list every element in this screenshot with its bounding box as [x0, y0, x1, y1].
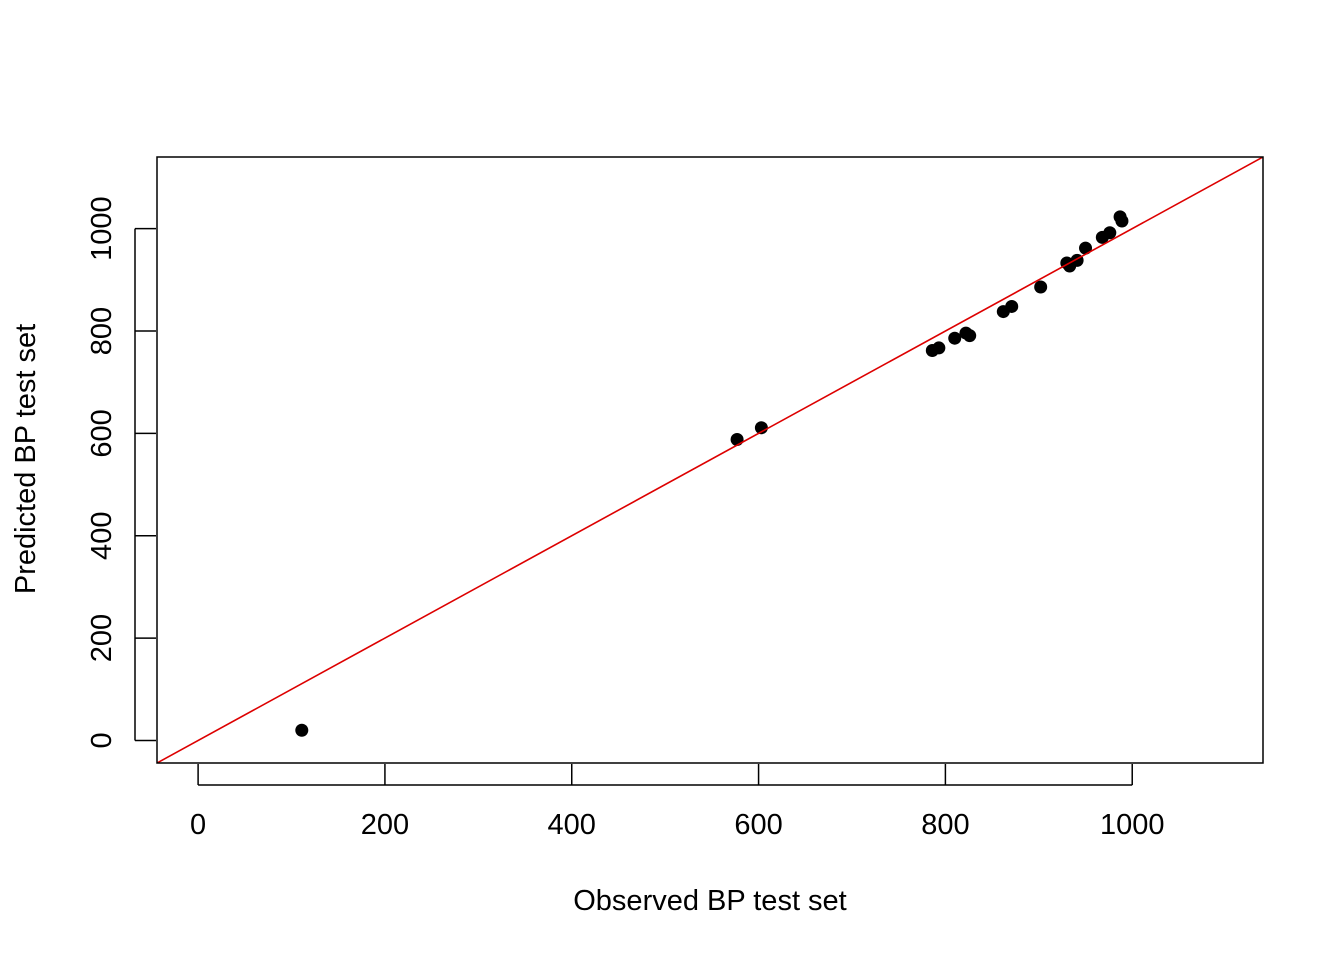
data-point-19 [1115, 214, 1129, 228]
data-point-1 [295, 723, 309, 737]
data-points [295, 210, 1129, 737]
data-point-15 [1079, 241, 1093, 255]
data-point-3 [754, 421, 768, 435]
y-tick-label-0: 0 [86, 732, 118, 748]
x-axis-title: Observed BP test set [573, 885, 847, 917]
reference-line [157, 157, 1263, 763]
x-tick-label-1000: 1000 [1100, 809, 1165, 841]
data-point-17 [1103, 226, 1117, 240]
y-tick-label-1000: 1000 [86, 196, 118, 261]
x-tick-label-400: 400 [548, 809, 596, 841]
data-point-2 [730, 433, 744, 447]
y-tick-label-800: 800 [86, 307, 118, 355]
y-tick-label-200: 200 [86, 614, 118, 662]
x-tick-label-600: 600 [734, 809, 782, 841]
y-axis-title: Predicted BP test set [10, 324, 42, 594]
y-tick-label-400: 400 [86, 512, 118, 560]
data-point-10 [1005, 299, 1019, 313]
plot-area [157, 157, 1263, 763]
x-tick-label-800: 800 [921, 809, 969, 841]
x-tick-label-0: 0 [190, 809, 206, 841]
plot-frame [156, 156, 1264, 764]
axes: 0 200 400 600 800 1000 0 200 400 600 800 1000 [86, 156, 1264, 841]
y-tick-label-600: 600 [86, 409, 118, 457]
data-point-6 [948, 331, 962, 345]
data-point-8 [963, 329, 977, 343]
reference-line-group [157, 157, 1263, 763]
x-tick-label-200: 200 [361, 809, 409, 841]
data-point-11 [1034, 280, 1048, 294]
data-point-5 [932, 341, 946, 355]
